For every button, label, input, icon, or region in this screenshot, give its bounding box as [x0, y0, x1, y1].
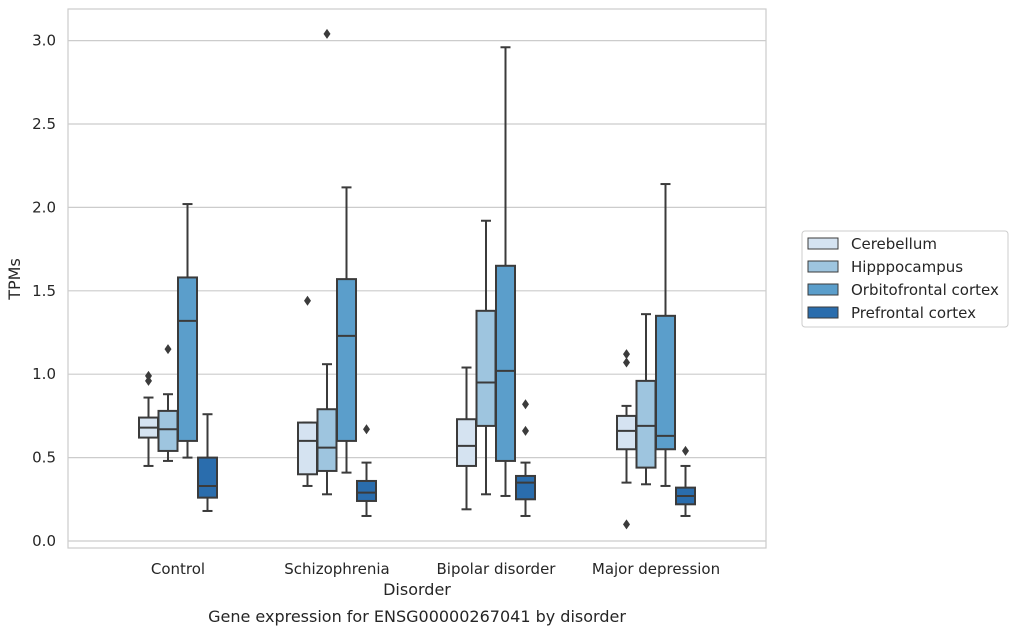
outlier-point	[522, 399, 529, 410]
legend-label-hipppocampus: Hipppocampus	[851, 258, 963, 276]
y-tick-label: 2.0	[32, 198, 56, 216]
box-control-orbitofrontal-cortex	[177, 203, 198, 459]
box-iqr	[495, 264, 516, 462]
series-orbitofrontal-cortex	[177, 46, 676, 497]
y-tick-label: 0.5	[32, 449, 56, 467]
legend-label-cerebellum: Cerebellum	[851, 235, 937, 253]
box-series	[138, 28, 696, 530]
x-tick-label: Schizophrenia	[284, 560, 389, 578]
outlier-point	[145, 375, 152, 386]
legend-swatch-hipppocampus	[807, 260, 839, 273]
series-prefrontal-cortex	[197, 399, 696, 517]
box-iqr	[456, 418, 477, 467]
box-major-depression-orbitofrontal-cortex	[655, 183, 676, 487]
y-tick-label: 1.0	[32, 365, 56, 383]
y-tick-label: 0.0	[32, 532, 56, 550]
box-iqr	[316, 408, 338, 472]
plot-frame	[67, 8, 767, 549]
box-bipolar-disorder-cerebellum	[456, 366, 477, 511]
box-major-depression-prefrontal-cortex	[675, 445, 696, 517]
legend-frame	[801, 230, 1009, 328]
box-iqr	[157, 409, 179, 452]
outlier-point	[522, 425, 529, 436]
x-tick-label: Control	[151, 560, 205, 578]
box-iqr	[356, 479, 377, 502]
box-control-prefrontal-cortex	[197, 413, 218, 512]
y-axis-label: TPMs	[5, 258, 24, 301]
series-cerebellum	[138, 295, 637, 530]
figure-caption: Gene expression for ENSG00000267041 by d…	[208, 607, 626, 626]
outlier-point	[682, 445, 689, 456]
box-bipolar-disorder-orbitofrontal-cortex	[495, 46, 516, 497]
x-axis-label: Disorder	[383, 580, 451, 599]
outlier-point	[304, 295, 311, 306]
box-iqr	[515, 474, 536, 501]
box-iqr	[336, 278, 357, 442]
y-tick-label: 3.0	[32, 32, 56, 50]
legend-label-orbitofrontal-cortex: Orbitofrontal cortex	[851, 281, 999, 299]
series-hipppocampus	[157, 28, 657, 496]
box-control-cerebellum	[138, 370, 159, 467]
box-iqr	[616, 414, 637, 451]
y-tick-label: 2.5	[32, 115, 56, 133]
box-iqr	[197, 456, 218, 499]
box-schizophrenia-cerebellum	[297, 295, 318, 487]
box-iqr	[655, 314, 676, 451]
outlier-point	[164, 344, 172, 355]
box-bipolar-disorder-hipppocampus	[475, 219, 497, 496]
legend: Cerebellum Hipppocampus Orbitofrontal cort…	[801, 230, 1009, 328]
box-iqr	[297, 421, 318, 476]
legend-swatch-cerebellum	[807, 237, 839, 250]
box-schizophrenia-orbitofrontal-cortex	[336, 186, 357, 474]
box-major-depression-cerebellum	[616, 349, 637, 530]
outlier-point	[363, 424, 370, 435]
outlier-point	[623, 357, 630, 368]
y-axis-ticks: 0.0 0.5 1.0 1.5 2.0 2.5 3.0	[32, 32, 56, 550]
legend-label-prefrontal-cortex: Prefrontal cortex	[851, 304, 976, 322]
outlier-point	[623, 349, 630, 360]
outlier-point	[623, 519, 630, 530]
legend-swatch-prefrontal-cortex	[807, 306, 839, 319]
outlier-point	[323, 28, 331, 39]
box-iqr	[475, 309, 497, 427]
x-tick-label: Bipolar disorder	[437, 560, 557, 578]
outlier-point	[145, 370, 152, 381]
box-iqr	[177, 276, 198, 442]
box-bipolar-disorder-prefrontal-cortex	[515, 399, 536, 517]
box-iqr	[635, 379, 657, 469]
x-axis-ticks: Control Schizophrenia Bipolar disorder Majo…	[151, 560, 720, 578]
box-schizophrenia-prefrontal-cortex	[356, 424, 377, 517]
legend-swatch-orbitofrontal-cortex	[807, 283, 839, 296]
x-tick-label: Major depression	[592, 560, 720, 578]
y-tick-label: 1.5	[32, 282, 56, 300]
